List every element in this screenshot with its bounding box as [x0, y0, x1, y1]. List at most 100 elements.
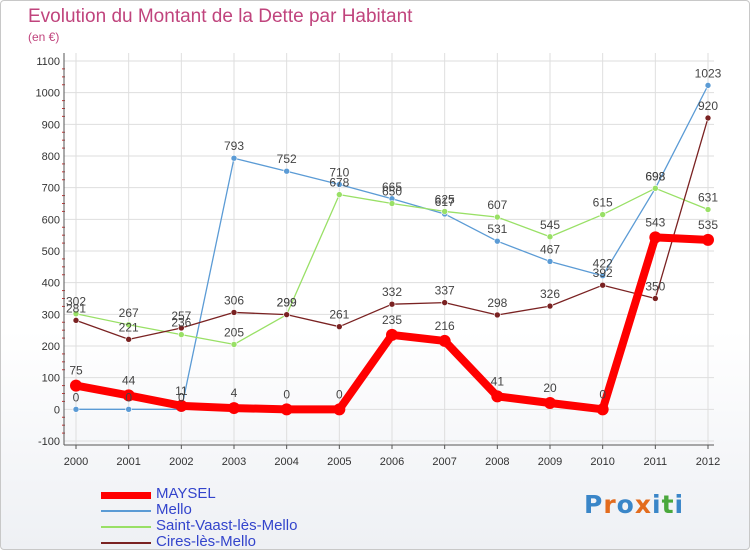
- data-point-mello: [336, 181, 343, 188]
- data-label-cires-l-s-mello: 350: [645, 280, 665, 294]
- data-label-saint-vaast-l-s-mello: 545: [540, 218, 560, 232]
- x-tick-label: 2005: [327, 456, 351, 468]
- chart-subtitle: (en €): [28, 30, 60, 44]
- x-tick-label: 2008: [485, 456, 509, 468]
- logo-letter: i: [674, 490, 685, 519]
- data-point-saint-vaast-l-s-mello: [336, 191, 343, 198]
- data-point-cires-l-s-mello: [178, 324, 185, 332]
- data-point-cires-l-s-mello: [599, 281, 606, 289]
- data-point-saint-vaast-l-s-mello: [652, 185, 659, 192]
- data-point-maysel: [333, 403, 346, 416]
- data-label-mello: 0: [125, 390, 132, 404]
- series-lines: [70, 82, 714, 416]
- data-point-maysel: [544, 397, 556, 409]
- data-point-saint-vaast-l-s-mello: [72, 310, 80, 318]
- y-tick-label: 700: [42, 183, 60, 195]
- data-label-mello: 0: [178, 390, 185, 404]
- data-point-saint-vaast-l-s-mello: [599, 211, 606, 218]
- data-label-mello: 0: [73, 390, 80, 404]
- axes: -100010020030040050060070080090010001100…: [36, 53, 720, 468]
- data-label-cires-l-s-mello: 261: [329, 308, 349, 322]
- x-tick-label: 2004: [274, 456, 298, 468]
- data-point-mello: [72, 406, 80, 413]
- x-tick-label: 2012: [696, 456, 720, 468]
- data-point-saint-vaast-l-s-mello: [230, 341, 238, 348]
- data-label-cires-l-s-mello: 306: [224, 293, 244, 307]
- data-label-mello: 793: [224, 139, 244, 153]
- data-point-saint-vaast-l-s-mello: [178, 331, 185, 338]
- legend-label: MAYSEL: [156, 485, 216, 502]
- y-tick-label: 600: [42, 214, 60, 226]
- data-point-maysel: [386, 328, 398, 341]
- data-point-cires-l-s-mello: [388, 300, 396, 308]
- data-label-maysel: 75: [69, 364, 83, 378]
- data-point-cires-l-s-mello: [125, 336, 132, 343]
- data-label-saint-vaast-l-s-mello: 205: [224, 325, 244, 339]
- data-point-mello: [125, 406, 132, 413]
- data-point-maysel: [438, 334, 451, 347]
- data-label-saint-vaast-l-s-mello: 267: [119, 306, 139, 320]
- data-label-saint-vaast-l-s-mello: 615: [593, 196, 613, 210]
- data-label-mello: 710: [329, 166, 349, 180]
- data-label-mello: 617: [435, 195, 455, 209]
- data-label-maysel: 44: [122, 373, 136, 387]
- data-label-saint-vaast-l-s-mello: 607: [487, 198, 507, 212]
- y-tick-label: 800: [42, 151, 60, 163]
- data-label-saint-vaast-l-s-mello: 631: [698, 191, 718, 205]
- data-label-mello: 467: [540, 242, 560, 256]
- y-tick-label: 500: [42, 246, 60, 258]
- data-point-maysel: [70, 379, 82, 392]
- y-tick-label: 900: [42, 119, 60, 131]
- data-label-maysel: 543: [645, 215, 665, 229]
- y-tick-label: 200: [42, 341, 60, 353]
- x-tick-label: 2002: [169, 456, 193, 468]
- data-label-cires-l-s-mello: 392: [593, 266, 613, 280]
- data-label-mello: 531: [487, 222, 507, 236]
- data-label-saint-vaast-l-s-mello: 625: [435, 192, 455, 206]
- legend-label: Mello: [156, 501, 192, 518]
- data-point-saint-vaast-l-s-mello: [546, 233, 554, 241]
- logo-letter: x: [634, 490, 652, 519]
- data-label-mello: 665: [382, 180, 402, 194]
- data-label-cires-l-s-mello: 920: [698, 99, 718, 113]
- data-point-cires-l-s-mello: [336, 323, 343, 330]
- data-label-saint-vaast-l-s-mello: 698: [645, 169, 665, 183]
- legend-label: Saint-Vaast-lès-Mello: [156, 517, 298, 534]
- data-label-maysel: 20: [543, 381, 557, 395]
- x-tick-label: 2006: [380, 456, 404, 468]
- data-label-saint-vaast-l-s-mello: 678: [329, 176, 349, 190]
- y-tick-label: 1000: [36, 88, 60, 100]
- y-tick-label: 1100: [36, 56, 60, 68]
- x-tick-label: 2000: [64, 456, 88, 468]
- data-label-saint-vaast-l-s-mello: 650: [382, 185, 402, 199]
- x-tick-label: 2010: [590, 456, 614, 468]
- data-label-saint-vaast-l-s-mello: 236: [171, 316, 191, 330]
- data-point-cires-l-s-mello: [283, 311, 290, 318]
- data-label-maysel: 11: [175, 384, 188, 398]
- data-label-maysel: 235: [382, 313, 402, 327]
- logo-letter: o: [616, 490, 635, 519]
- data-point-mello: [283, 167, 290, 175]
- x-tick-label: 2011: [644, 456, 668, 468]
- data-label-maysel: 0: [336, 387, 343, 401]
- data-point-maysel: [491, 390, 504, 403]
- data-label-maysel: 216: [435, 319, 455, 333]
- legend-swatch: [101, 492, 151, 499]
- data-label-cires-l-s-mello: 299: [277, 296, 297, 310]
- data-point-maysel: [228, 402, 240, 415]
- legend-swatch: [101, 526, 151, 528]
- data-label-mello: 698: [645, 169, 665, 183]
- x-tick-label: 2007: [432, 456, 456, 468]
- logo-letter: i: [652, 490, 662, 519]
- data-point-saint-vaast-l-s-mello: [704, 206, 712, 213]
- legend-label: Cires-lès-Mello: [156, 533, 257, 550]
- data-point-maysel: [702, 233, 714, 246]
- data-point-cires-l-s-mello: [704, 114, 712, 122]
- data-label-maysel: 0: [599, 387, 606, 401]
- data-label-maysel: 0: [283, 387, 290, 401]
- y-tick-label: 400: [42, 278, 60, 290]
- data-point-mello: [704, 82, 712, 89]
- chart-title: Evolution du Montant de la Dette par Hab…: [28, 6, 413, 27]
